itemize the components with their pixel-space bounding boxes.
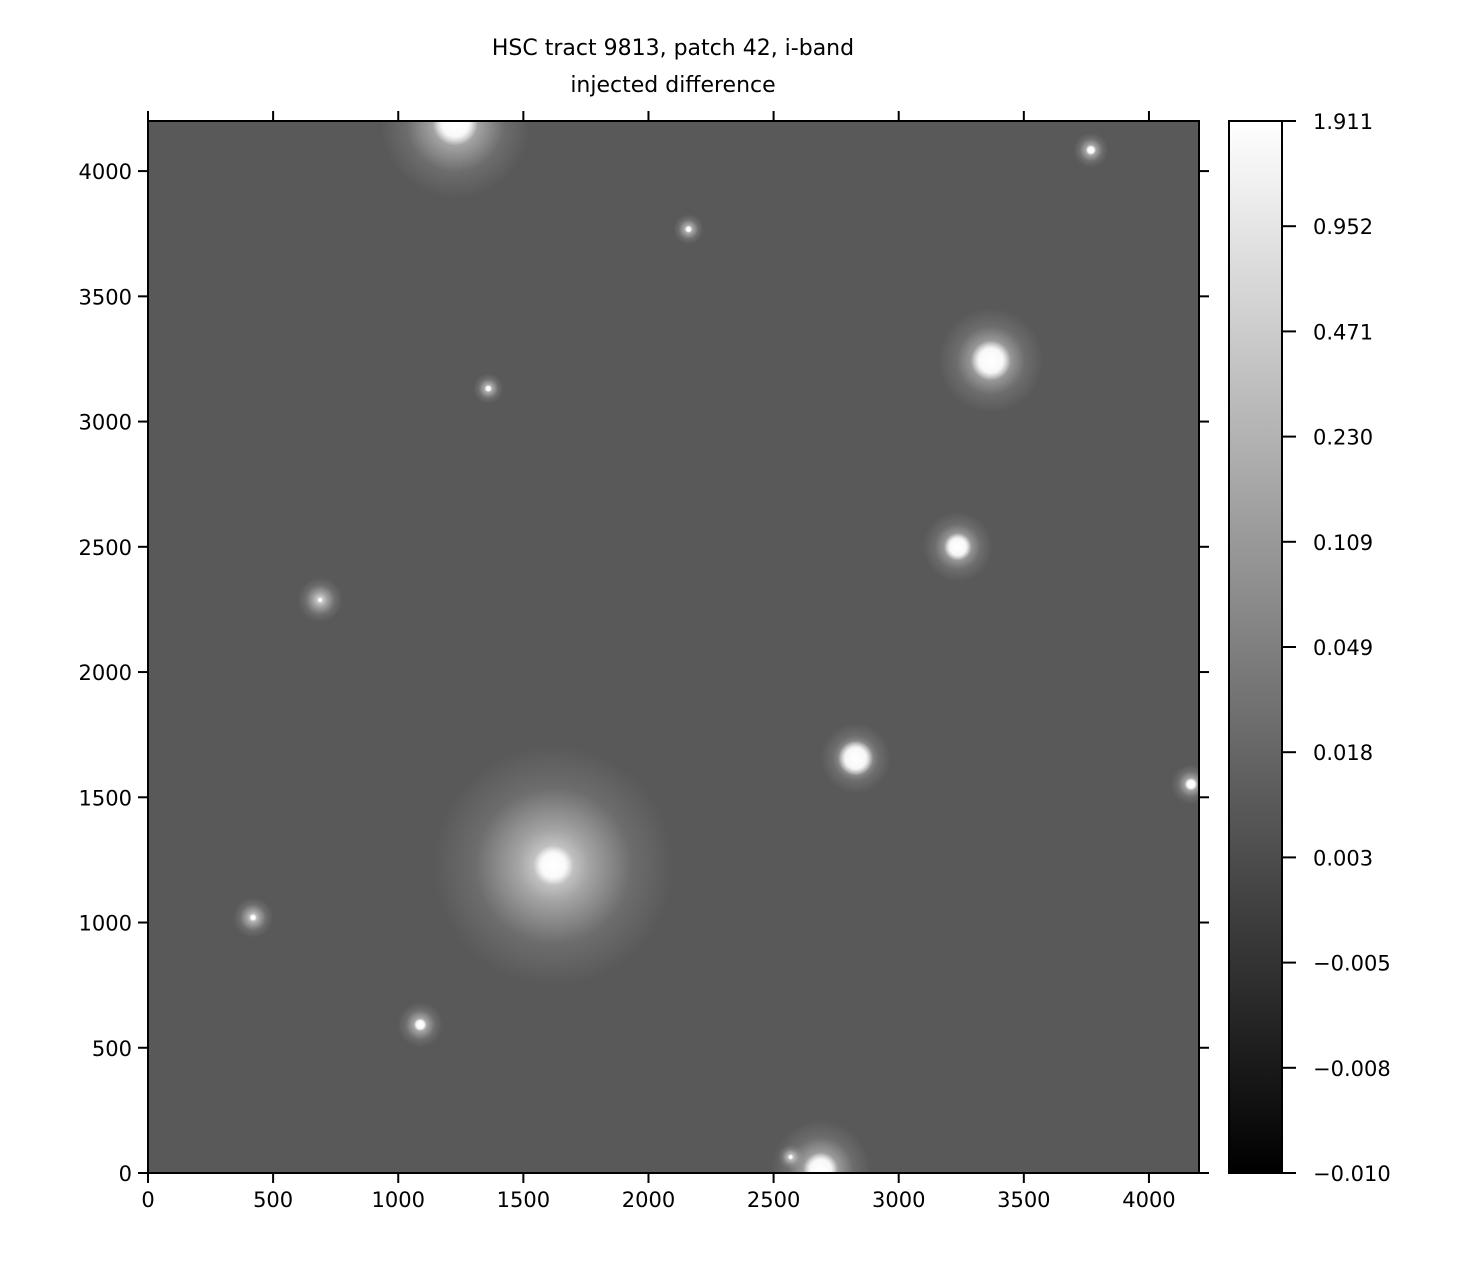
- source-halo: [770, 1119, 871, 1173]
- source-1: [1073, 132, 1109, 168]
- plot-frame: [147, 120, 1200, 1174]
- chart-subtitle: injected difference: [570, 73, 775, 98]
- source-core: [533, 845, 574, 886]
- x-tick-label: 3500: [997, 1188, 1050, 1212]
- image-area: [148, 121, 1199, 1173]
- chart-title: HSC tract 9813, patch 42, i-band: [492, 36, 854, 61]
- x-tick-label: 1500: [497, 1188, 550, 1212]
- y-tick-label: 4000: [79, 160, 132, 184]
- source-core: [803, 1152, 839, 1173]
- source-13: [770, 1119, 871, 1173]
- colorbar: [1228, 120, 1283, 1174]
- source-core: [1184, 778, 1198, 791]
- source-core: [432, 121, 478, 146]
- y-tick-label: 0: [119, 1162, 132, 1186]
- source-8: [1170, 764, 1199, 805]
- image-background: [148, 121, 1199, 1173]
- source-7: [820, 723, 891, 794]
- source-6: [297, 577, 343, 623]
- source-core: [484, 385, 492, 393]
- source-4: [473, 373, 504, 404]
- x-tick-label: 1000: [372, 1188, 425, 1212]
- source-core: [414, 1018, 427, 1031]
- y-tick-label: 500: [92, 1037, 132, 1061]
- source-5: [922, 511, 993, 582]
- source-core: [944, 533, 972, 561]
- source-9: [433, 745, 674, 986]
- colorbar-tick-label: 0.018: [1313, 741, 1373, 765]
- x-tick-label: 2500: [747, 1188, 800, 1212]
- colorbar-tick-label: 0.049: [1313, 636, 1373, 660]
- source-core: [249, 914, 257, 922]
- x-tick-label: 0: [141, 1188, 154, 1212]
- source-core: [838, 740, 874, 776]
- source-3: [938, 307, 1044, 414]
- colorbar-tick-label: 0.230: [1313, 426, 1373, 450]
- colorbar-tick-label: −0.008: [1313, 1057, 1391, 1081]
- colorbar-tick-label: −0.005: [1313, 952, 1391, 976]
- y-tick-label: 1500: [79, 786, 132, 810]
- y-tick-label: 3500: [79, 285, 132, 309]
- y-tick-label: 2500: [79, 536, 132, 560]
- colorbar-tick-label: 0.471: [1313, 320, 1373, 344]
- source-10: [233, 897, 274, 938]
- x-tick-label: 2000: [622, 1188, 675, 1212]
- y-tick-label: 1000: [79, 912, 132, 936]
- source-11: [397, 1002, 443, 1048]
- source-0: [380, 121, 531, 199]
- source-halo: [380, 121, 531, 199]
- y-tick-label: 3000: [79, 411, 132, 435]
- colorbar-tick-label: −0.010: [1313, 1162, 1391, 1186]
- colorbar-tick-label: 0.952: [1313, 215, 1373, 239]
- source-core: [970, 340, 1011, 381]
- x-tick-label: 4000: [1122, 1188, 1175, 1212]
- colorbar-tick-label: 0.003: [1313, 846, 1373, 870]
- colorbar-tick-label: 1.911: [1313, 110, 1373, 134]
- source-core: [685, 225, 693, 233]
- x-tick-label: 500: [253, 1188, 293, 1212]
- source-2: [673, 214, 704, 245]
- y-tick-label: 2000: [79, 661, 132, 685]
- source-core: [317, 597, 323, 603]
- source-core: [1085, 145, 1096, 156]
- x-tick-label: 3000: [872, 1188, 925, 1212]
- colorbar-tick-label: 0.109: [1313, 531, 1373, 555]
